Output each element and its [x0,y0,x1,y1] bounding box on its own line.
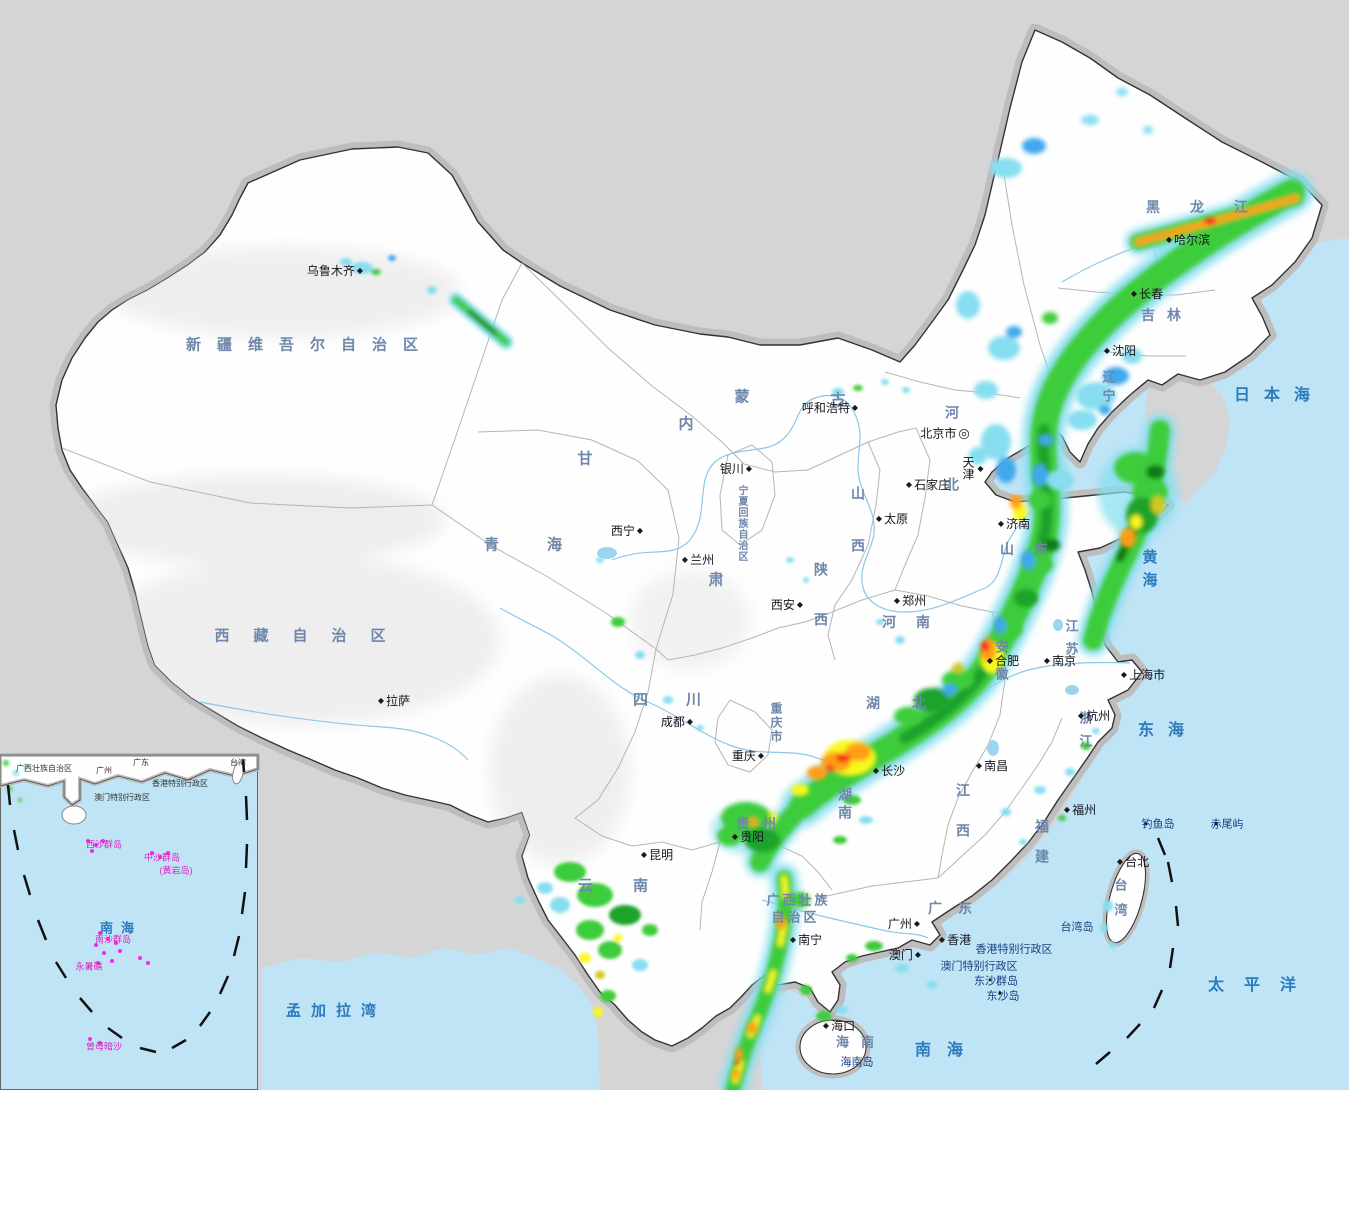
legend-panel: 全国雷达拼图 [2025-10-15 13:42:00] [ 组合反射率 ] 5… [0,1090,1349,1208]
lakes [597,547,1079,756]
land-detail-layer [61,161,1239,939]
inset-island-marks [86,839,170,1045]
radar-echo-layer [340,88,1313,1090]
land-layer [56,30,1322,1079]
sea-layer [262,238,1349,1090]
maritime-dash-lines [1095,837,1180,1065]
island-dots [988,822,1218,995]
inset-dash-lines [6,759,249,1054]
south-china-sea-inset [0,753,260,1090]
china-radar-map [0,23,1349,1090]
